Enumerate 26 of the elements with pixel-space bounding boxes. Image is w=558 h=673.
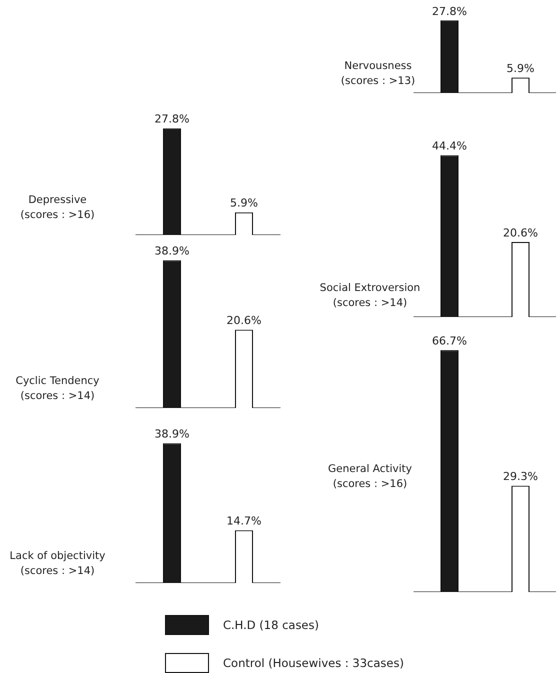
text: Social Extroversion (318, 281, 422, 296)
text: C.H.D (18 cases) (223, 618, 319, 632)
data-label: 29.3% (503, 470, 538, 484)
data-label: 38.9% (154, 428, 190, 441)
data-label: 38.9% (154, 244, 190, 258)
data-label: 27.8% (432, 4, 467, 18)
data-label: 27.8% (154, 112, 190, 126)
data-label: 20.6% (503, 226, 538, 240)
data-label: 66.7% (432, 334, 467, 348)
text: Nervousness (343, 59, 413, 74)
text: (scores : >14) (19, 389, 96, 404)
data-label: 20.6% (226, 314, 262, 328)
data-label: 5.9% (230, 196, 258, 210)
data-label: 5.9% (506, 62, 534, 75)
text: Cyclic Tendency (14, 374, 100, 389)
text: (scores : >14) (332, 296, 408, 311)
text: Control (Housewives : 33cases) (223, 656, 404, 670)
data-label: 14.7% (226, 514, 262, 528)
text: (scores : >16) (19, 208, 96, 223)
text: General Activity (327, 462, 413, 477)
text: Depressive (27, 193, 88, 208)
data-label: 44.4% (432, 140, 467, 153)
text: (scores : >14) (19, 564, 96, 579)
text: Lack of objectivity (8, 549, 106, 564)
text: (scores : >16) (332, 477, 408, 492)
text: (scores : >13) (340, 74, 416, 89)
